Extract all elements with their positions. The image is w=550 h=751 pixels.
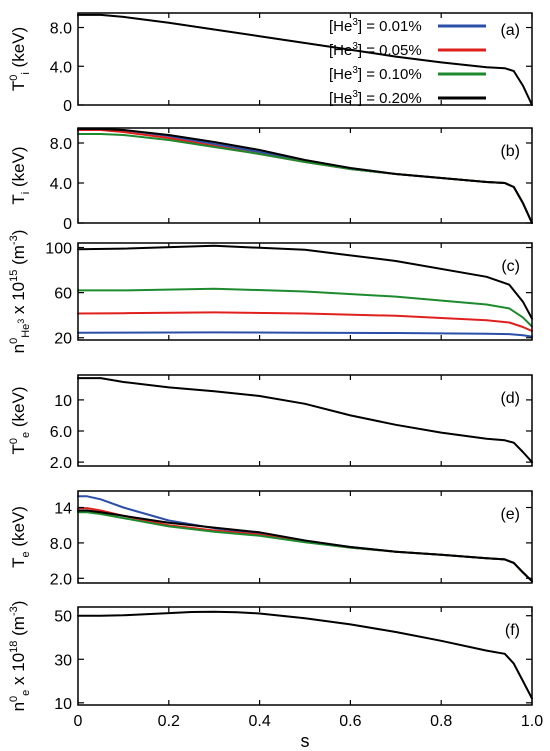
panel-b: 0 4.0 8.0 (b) Ti (keV) <box>9 127 533 233</box>
x-tick-label: 0.8 <box>430 713 452 730</box>
series-line-he-0-05 <box>77 311 533 332</box>
series-line-he-0-01 <box>77 128 533 224</box>
axes-frame <box>77 242 533 341</box>
y-axis-label: Te (keV) <box>9 506 32 568</box>
panel-label: (c) <box>501 258 520 275</box>
series-line-he-0-01 <box>77 495 533 583</box>
axes-frame <box>77 12 533 106</box>
series-line-he-0-20 <box>77 244 533 320</box>
series-line-he-0-20 <box>77 13 533 106</box>
y-axis-label: n0e x 1018 (m-3) <box>8 601 32 712</box>
series-line-he-0-05 <box>77 129 533 224</box>
y-tick-label: 4.0 <box>50 176 72 193</box>
panel-label: (a) <box>500 22 520 39</box>
y-axis-label: n0He3 x 1015 (m-3) <box>8 230 32 354</box>
y-tick-label: 10 <box>54 393 72 410</box>
x-tick-label: 0.6 <box>339 713 361 730</box>
panel-label: (b) <box>500 143 520 160</box>
x-tick-label: 0.4 <box>248 713 270 730</box>
panel-label: (d) <box>500 390 520 407</box>
y-tick-label: 14 <box>54 501 72 518</box>
y-axis-label: T0e (keV) <box>8 387 32 455</box>
series-line-he-0-20 <box>77 610 533 700</box>
x-tick-label: 0 <box>74 713 83 730</box>
series-line-he-0-20 <box>77 128 533 224</box>
x-tick-label: 1.0 <box>521 713 543 730</box>
y-tick-label: 20 <box>54 331 72 348</box>
panel-d: 2.0 6.0 10 (d) T0e (keV) <box>8 374 533 472</box>
axes-frame <box>77 490 533 584</box>
panel-label: (f) <box>505 622 520 639</box>
y-tick-label: 2.0 <box>50 455 72 472</box>
legend-entry-label: [He3] = 0.01% <box>329 17 422 35</box>
y-tick-label: 60 <box>54 286 72 303</box>
axes-frame <box>77 374 533 467</box>
series-line-he-0-10 <box>77 287 533 328</box>
y-axis-label: T0i (keV) <box>8 27 32 91</box>
series-line-he-0-20 <box>77 377 533 464</box>
y-tick-label: 2.0 <box>50 571 72 588</box>
y-tick-label: 30 <box>54 652 72 669</box>
panel-c: 20 60 100 (c) n0He3 x 1015 (m-3) <box>8 230 533 354</box>
series-line-he-0-10 <box>77 133 533 224</box>
y-tick-label: 8.0 <box>50 136 72 153</box>
panel-a: 04.08.0 (a)T0i (keV)[He3] = 0.01%[He3] = … <box>8 12 533 115</box>
y-tick-label: 4.0 <box>50 59 72 76</box>
series-line-he-0-01 <box>77 331 533 338</box>
legend: [He3] = 0.01% [He3] = 0.05% [He3] = 0.10% [… <box>329 17 486 107</box>
panel-label: (e) <box>500 506 520 523</box>
y-tick-label: 0 <box>63 98 72 115</box>
y-tick-label: 8.0 <box>50 536 72 553</box>
y-tick-label: 100 <box>45 241 72 258</box>
legend-entry-label: [He3] = 0.05% <box>329 41 422 59</box>
y-axis-label: Ti (keV) <box>9 146 32 204</box>
y-tick-label: 6.0 <box>50 424 72 441</box>
axes-frame <box>77 127 533 224</box>
series-line-he-0-10 <box>77 511 533 583</box>
y-tick-label: 0 <box>63 216 72 233</box>
y-tick-label: 8.0 <box>50 21 72 38</box>
x-axis-label: s <box>301 731 310 751</box>
axes-frame <box>77 606 533 706</box>
panel-f: 10 30 50 (f) n0e x 1018 (m-3) 0 0.2 0.4 0.6 0.8 1.… <box>8 601 543 751</box>
legend-entry-label: [He3] = 0.10% <box>329 65 422 83</box>
x-tick-label: 0.2 <box>158 713 180 730</box>
series-line-he-0-20 <box>77 509 533 583</box>
legend-entry-label: [He3] = 0.20% <box>329 89 422 107</box>
panel-e: 2.0 8.0 14 (e) Te (keV) <box>9 490 533 588</box>
y-tick-label: 10 <box>54 696 72 713</box>
y-tick-label: 50 <box>54 609 72 626</box>
